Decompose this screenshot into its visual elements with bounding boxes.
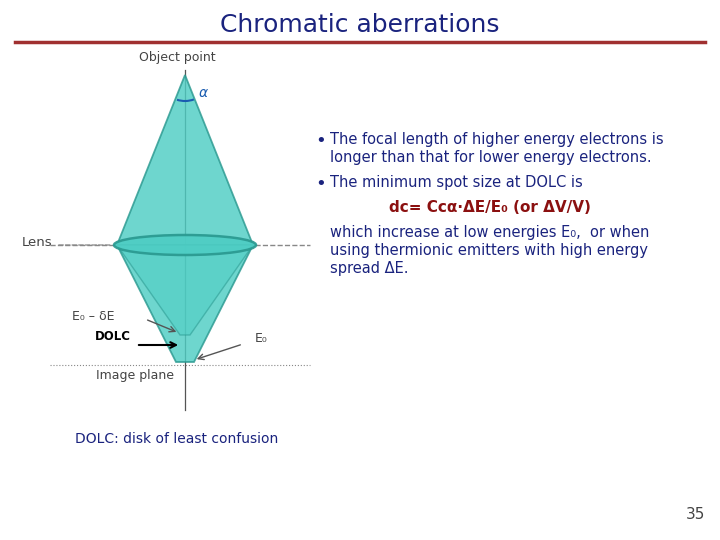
Text: •: • [315, 175, 325, 193]
Text: Object point: Object point [139, 51, 215, 64]
Polygon shape [117, 245, 253, 335]
Text: dᴄ= Cᴄα·ΔE/E₀ (or ΔV/V): dᴄ= Cᴄα·ΔE/E₀ (or ΔV/V) [389, 200, 591, 215]
Polygon shape [117, 75, 253, 245]
Ellipse shape [114, 235, 256, 255]
Text: α: α [199, 86, 208, 100]
Text: Lens: Lens [22, 237, 52, 249]
Text: using thermionic emitters with high energy: using thermionic emitters with high ener… [330, 243, 648, 258]
Text: DOLC: DOLC [95, 330, 131, 343]
Text: which increase at low energies E₀,  or when: which increase at low energies E₀, or wh… [330, 225, 649, 240]
Text: 35: 35 [685, 507, 705, 522]
Text: DOLC: disk of least confusion: DOLC: disk of least confusion [75, 432, 278, 446]
Text: The focal length of higher energy electrons is: The focal length of higher energy electr… [330, 132, 664, 147]
Text: The minimum spot size at DOLC is: The minimum spot size at DOLC is [330, 175, 582, 190]
Text: Chromatic aberrations: Chromatic aberrations [220, 13, 500, 37]
Polygon shape [117, 245, 253, 362]
Text: E₀: E₀ [255, 332, 268, 345]
Text: •: • [315, 132, 325, 150]
Text: spread ΔE.: spread ΔE. [330, 261, 408, 276]
Text: longer than that for lower energy electrons.: longer than that for lower energy electr… [330, 150, 652, 165]
Text: Image plane: Image plane [96, 369, 174, 382]
Text: E₀ – δE: E₀ – δE [72, 310, 114, 323]
